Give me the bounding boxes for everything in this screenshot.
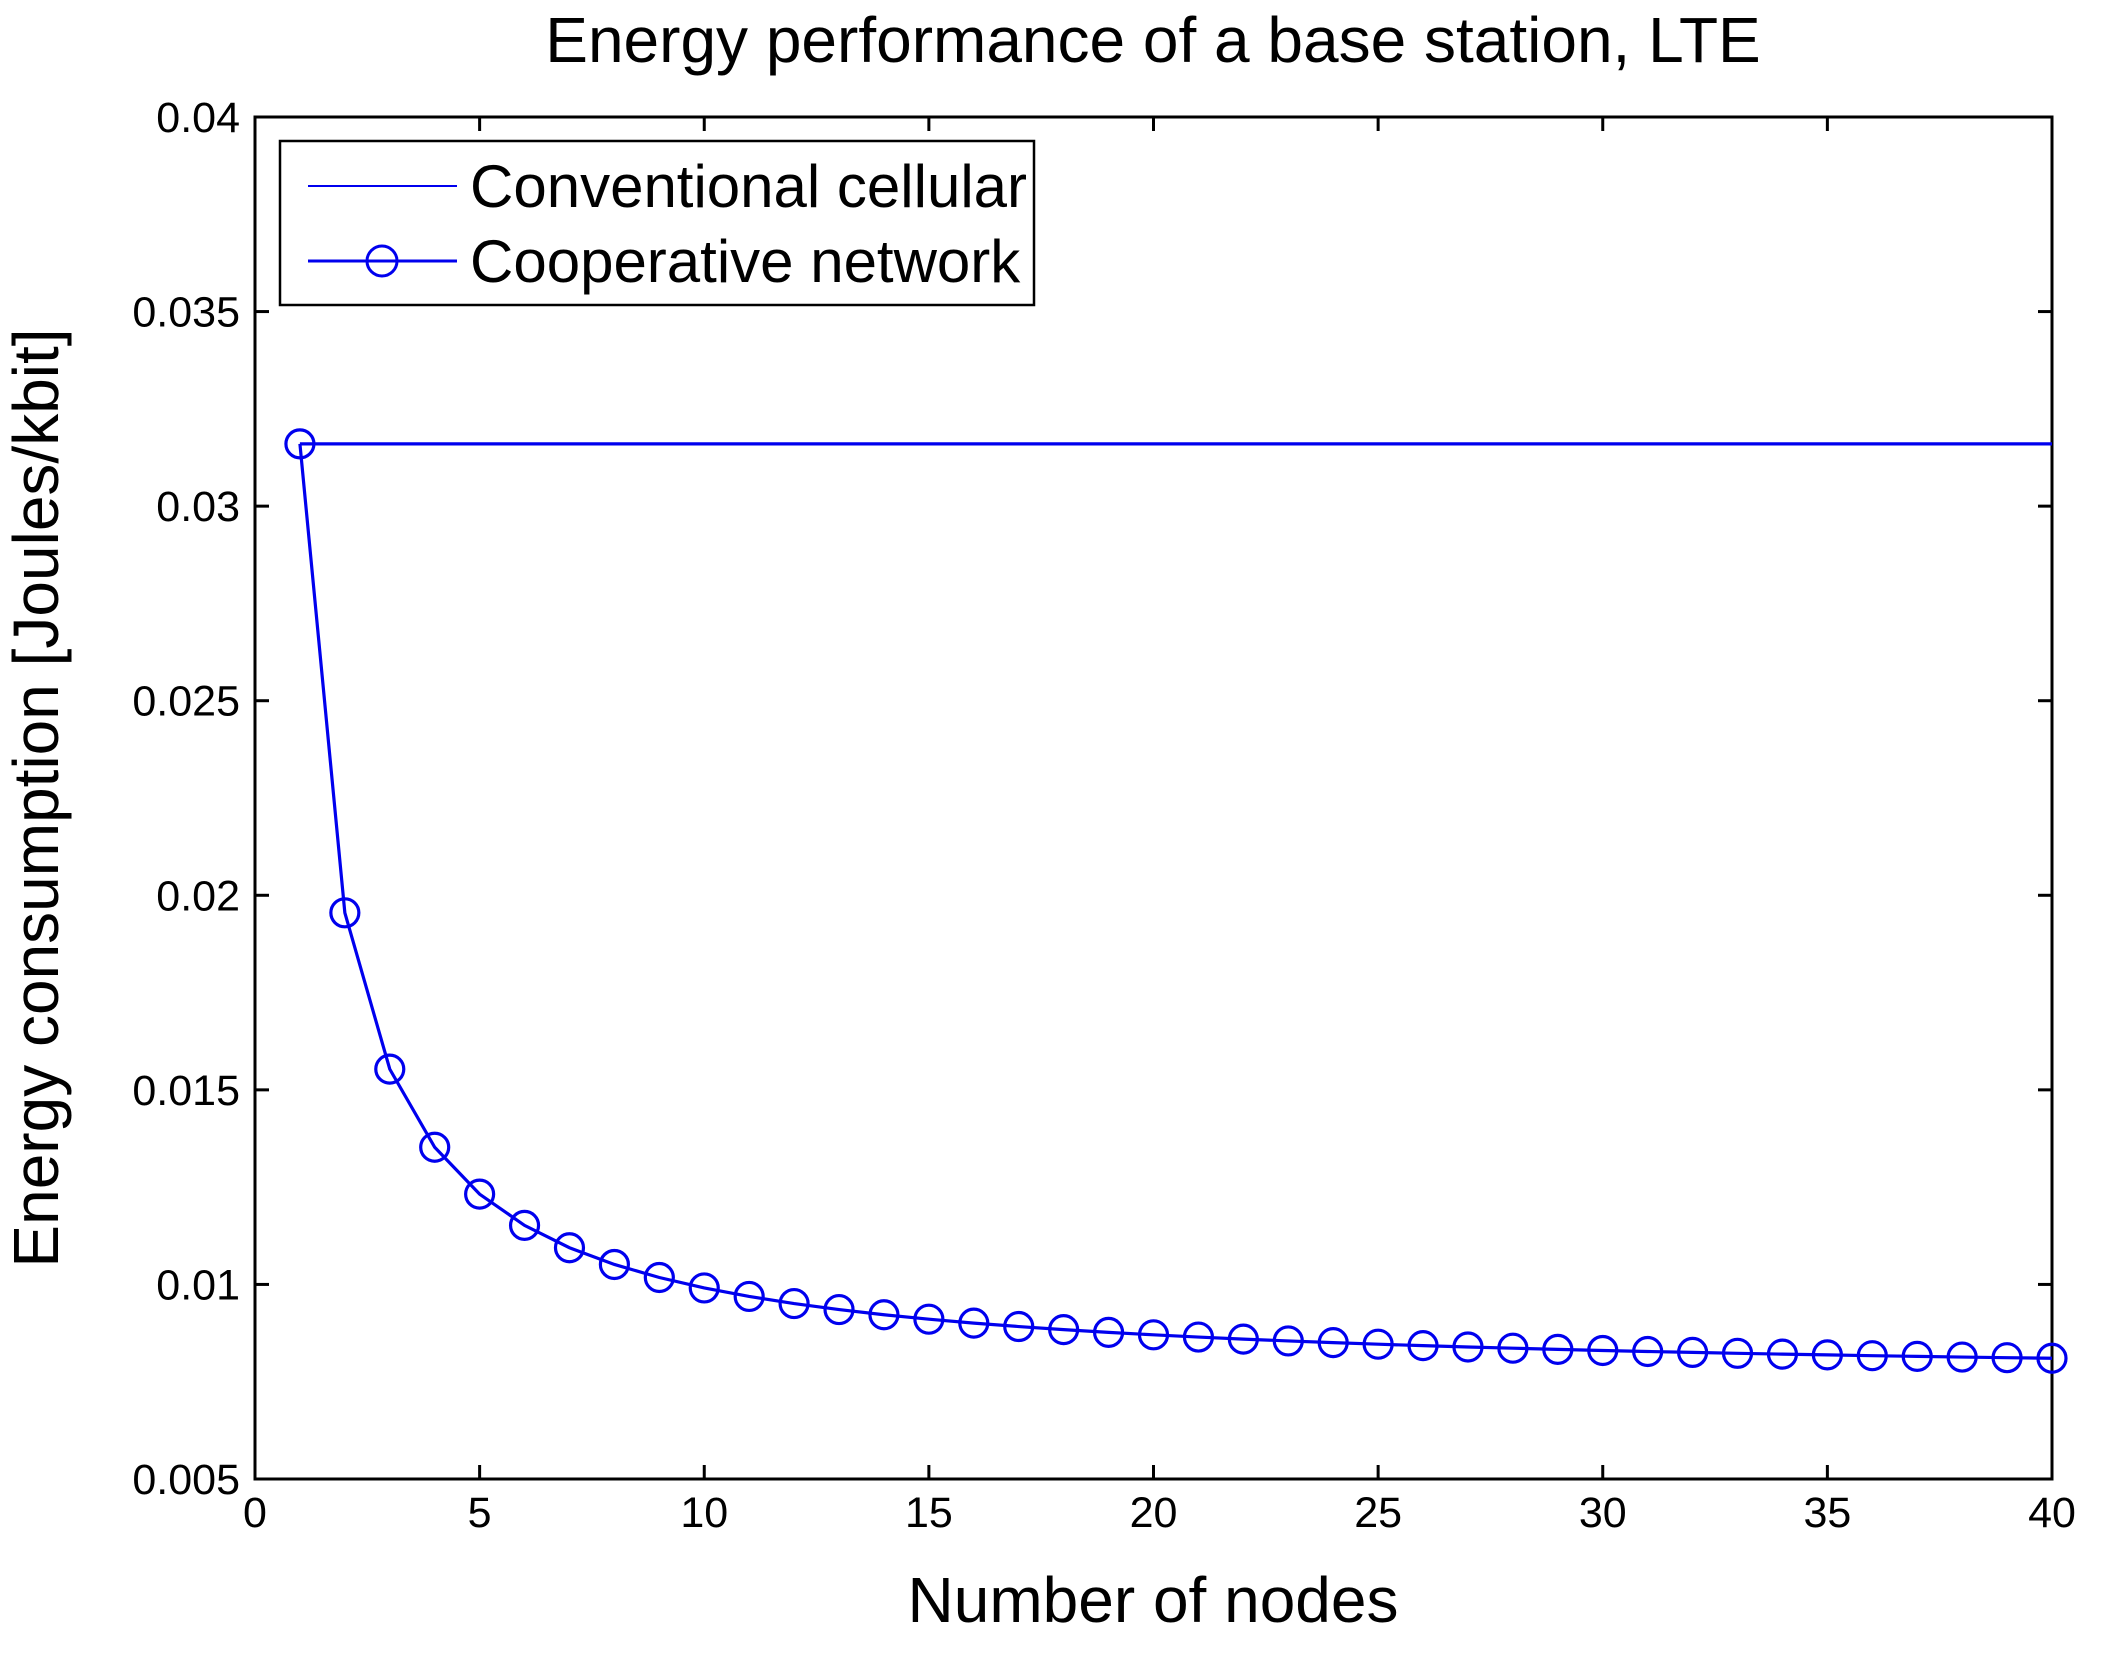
- cooperative-network-marker: [329, 897, 361, 929]
- cooperative-network-marker: [1003, 1310, 1035, 1343]
- plot-border: [253, 115, 2054, 1481]
- cooperative-network-marker: [643, 1261, 675, 1294]
- cooperative-network-marker: [1721, 1337, 1754, 1369]
- legend: Conventional cellular Cooperative networ…: [278, 139, 1036, 307]
- cooperative-network-marker: [1811, 1339, 1843, 1371]
- cooperative-network-marker: [1407, 1330, 1439, 1362]
- cooperative-network-marker: [2036, 1342, 2068, 1374]
- cooperative-network-marker: [1048, 1314, 1080, 1346]
- y-axis-label: Energy consumption [Joules/kbit]: [0, 328, 72, 1267]
- cooperative-network-marker: [1272, 1325, 1304, 1357]
- chart-title: Energy performance of a base station, LT…: [545, 4, 1760, 76]
- cooperative-network-marker: [1632, 1335, 1664, 1368]
- plot-area: 0 5 10 15 20 25 30 35 40 0.005 0.01 0.015 0.02 0.025 0…: [132, 94, 2076, 1537]
- x-tick-label: 5: [468, 1489, 492, 1537]
- cooperative-network-marker: [823, 1293, 855, 1326]
- cooperative-network-marker: [1856, 1340, 1888, 1372]
- cooperative-network-marker: [958, 1307, 990, 1339]
- y-tick-label: 0.025: [132, 678, 240, 726]
- cooperative-network-marker: [1092, 1316, 1125, 1348]
- cooperative-network-marker: [464, 1178, 496, 1210]
- cooperative-network-marker: [1542, 1333, 1574, 1365]
- cooperative-network-marker: [598, 1248, 631, 1281]
- cooperative-network-marker: [374, 1053, 406, 1085]
- cooperative-network-marker: [284, 428, 316, 460]
- y-tick-label: 0.02: [156, 872, 240, 920]
- cooperative-network-marker: [868, 1299, 900, 1331]
- cooperative-network-marker: [1901, 1340, 1933, 1372]
- x-axis-label: Number of nodes: [908, 1564, 1399, 1636]
- x-tick-label: 25: [1354, 1489, 1402, 1537]
- x-tick-label: 15: [905, 1489, 953, 1537]
- x-tick-label: 30: [1579, 1489, 1627, 1537]
- cooperative-network-marker: [1497, 1332, 1529, 1364]
- cooperative-network-marker: [1137, 1319, 1170, 1351]
- x-tick-label: 0: [243, 1489, 267, 1537]
- cooperative-network-marker: [778, 1287, 810, 1320]
- y-tick-label: 0.01: [156, 1261, 240, 1309]
- x-tick-label: 35: [1803, 1489, 1851, 1537]
- y-tick-label: 0.03: [156, 483, 240, 531]
- legend-circle-marker-icon: [365, 244, 399, 278]
- cooperative-network-marker: [553, 1232, 586, 1264]
- cooperative-network-marker: [1317, 1327, 1349, 1359]
- legend-label-conventional: Conventional cellular: [470, 153, 1027, 220]
- cooperative-network-marker: [1766, 1338, 1799, 1370]
- cooperative-network-marker: [1991, 1342, 2023, 1374]
- cooperative-network-marker: [1452, 1331, 1484, 1363]
- y-tick-label: 0.015: [132, 1067, 240, 1115]
- cooperative-network-marker: [733, 1280, 765, 1313]
- x-tick-label: 20: [1130, 1489, 1178, 1537]
- cooperative-network-marker: [688, 1272, 720, 1304]
- cooperative-network-marker: [1587, 1334, 1619, 1367]
- y-tick-label: 0.04: [156, 94, 240, 142]
- legend-label-cooperative: Cooperative network: [470, 228, 1021, 295]
- cooperative-network-line: [298, 443, 2053, 1360]
- cooperative-network-marker: [508, 1209, 541, 1241]
- legend-box: [278, 139, 1036, 307]
- cooperative-network-marker: [1676, 1336, 1709, 1369]
- cooperative-network-marker: [1227, 1323, 1259, 1355]
- cooperative-network-marker: [419, 1131, 451, 1163]
- y-tick-label: 0.005: [132, 1456, 240, 1504]
- cooperative-network-marker: [1946, 1341, 1978, 1373]
- y-tick-label: 0.035: [132, 289, 240, 337]
- cooperative-network-marker: [1182, 1321, 1215, 1353]
- x-tick-label: 40: [2028, 1489, 2076, 1537]
- cooperative-network-marker: [913, 1303, 945, 1335]
- x-tick-label: 10: [680, 1489, 728, 1537]
- cooperative-network-marker: [1362, 1328, 1394, 1360]
